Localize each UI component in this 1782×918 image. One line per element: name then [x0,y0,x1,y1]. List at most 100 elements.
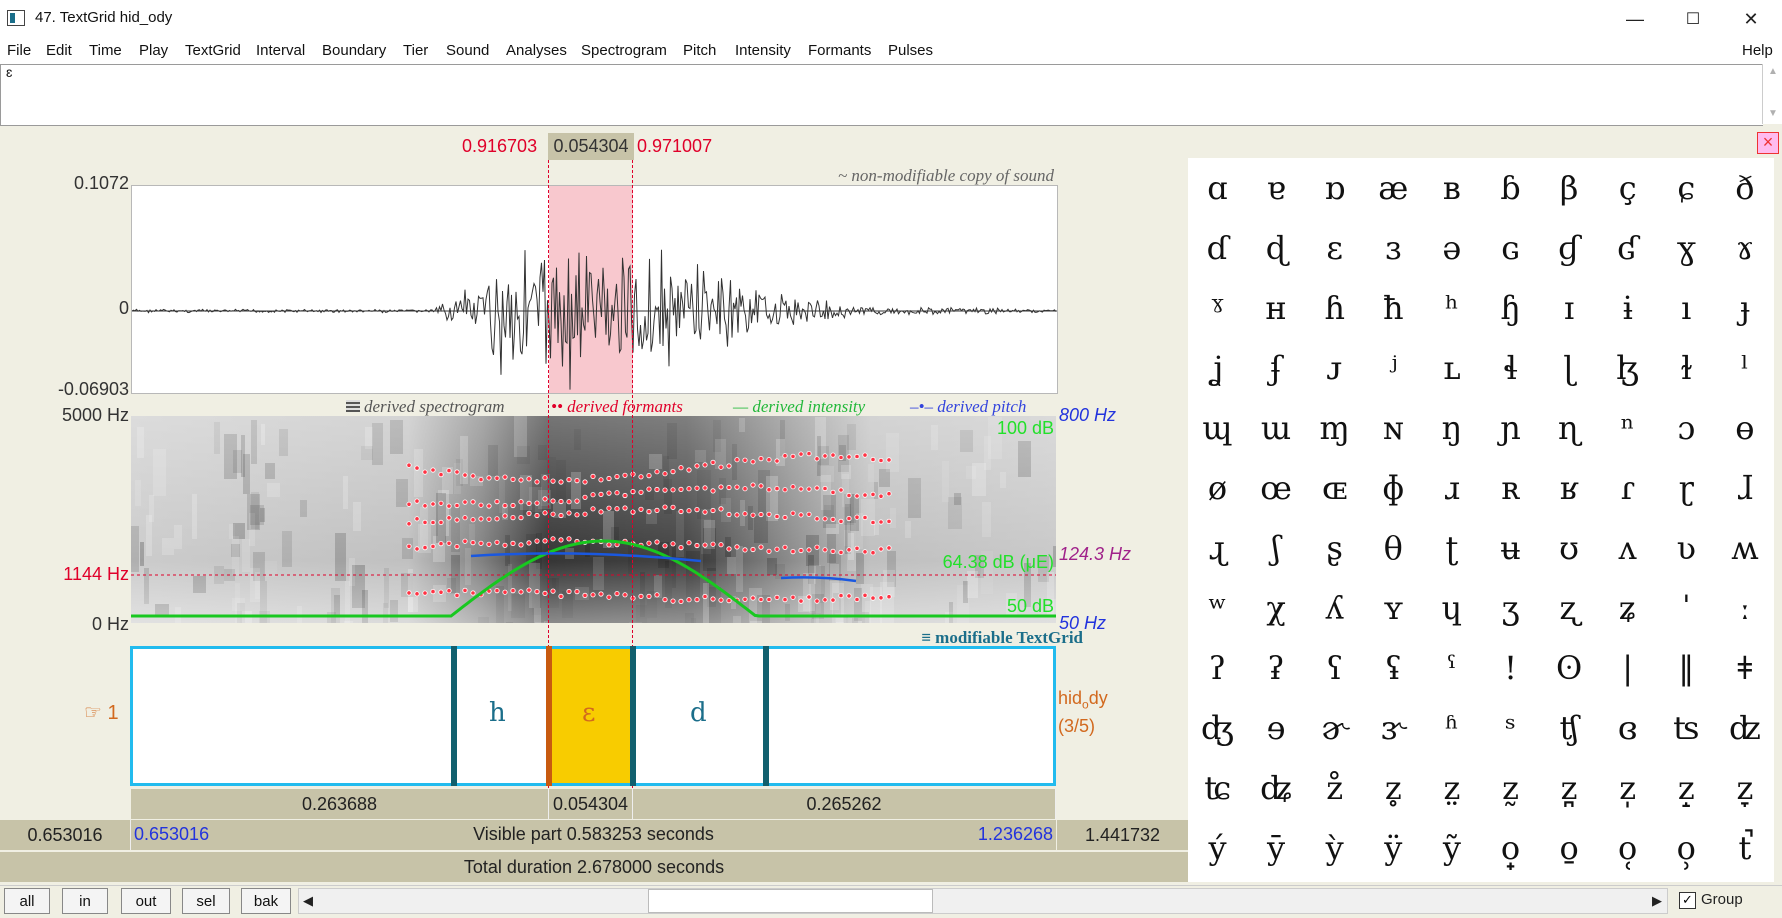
scroll-left-icon[interactable]: ◀ [303,893,313,908]
menu-spectrogram[interactable]: Spectrogram [581,42,667,59]
ipa-symbol[interactable]: ʨ [1204,768,1231,807]
ipa-symbol[interactable]: ʀ [1501,468,1520,507]
ipa-symbol[interactable]: ɤ [1735,228,1754,267]
ipa-symbol[interactable]: ʁ [1559,468,1579,507]
ipa-symbol[interactable]: ɵ [1735,408,1755,447]
ipa-symbol[interactable]: z̪ [1560,768,1578,807]
ipa-symbol[interactable]: t̚ [1738,828,1752,867]
interval-duration-3[interactable]: 0.265262 [633,789,1056,819]
ipa-symbol[interactable]: z̝ [1677,768,1695,807]
visible-part-bar[interactable] [131,820,1056,850]
ipa-symbol[interactable]: ɢ [1501,228,1520,267]
interval-duration-1[interactable]: 0.263688 [131,789,549,819]
ipa-symbol[interactable]: ˈ [1681,588,1691,627]
ipa-symbol[interactable]: ⁿ [1620,408,1635,447]
ipa-symbol[interactable]: ɯ [1260,408,1292,447]
ipa-symbol[interactable]: ʄ [1270,348,1283,387]
ipa-symbol[interactable]: ɸ [1382,468,1405,507]
menu-pulses[interactable]: Pulses [888,42,934,59]
window-end-time[interactable]: 1.441732 [1057,820,1188,850]
ipa-symbol[interactable]: ʌ [1618,528,1637,567]
ipa-symbol[interactable]: θ [1383,528,1403,567]
menu-play[interactable]: Play [139,42,169,59]
ipa-symbol[interactable]: ʰ [1444,288,1459,327]
ipa-symbol[interactable]: ʡ [1267,648,1285,687]
ipa-symbol[interactable]: ʟ [1443,348,1461,387]
ipa-symbol[interactable]: ᴊ [1326,348,1343,387]
ipa-symbol[interactable]: ʤ [1200,708,1235,747]
ipa-symbol[interactable]: ʔ [1208,648,1227,687]
ipa-symbol[interactable]: ɘ [1266,708,1286,747]
ipa-symbol[interactable]: ɒ [1324,168,1345,207]
ipa-symbol[interactable]: ʒ [1501,588,1520,627]
time-scrollbar[interactable] [298,888,1668,914]
scroll-right-icon[interactable]: ▶ [1652,893,1662,908]
ipa-symbol[interactable]: o̟ [1500,828,1521,867]
ipa-symbol[interactable]: ȳ [1267,828,1286,867]
ipa-close-icon[interactable]: × [1757,132,1779,154]
ipa-symbol[interactable]: ɑ [1207,168,1228,207]
ipa-symbol[interactable]: ʘ [1555,648,1583,687]
ipa-symbol[interactable]: χ [1266,588,1286,627]
ipa-symbol[interactable]: ɣ [1676,228,1696,267]
ipa-symbol[interactable]: ɻ [1208,528,1227,567]
ipa-symbol[interactable]: ʉ [1500,528,1521,567]
ipa-symbol[interactable]: ɱ [1319,408,1350,447]
ipa-symbol[interactable]: ɴ [1382,408,1404,447]
scroll-down-icon[interactable]: ▼ [1768,108,1778,119]
ipa-symbol[interactable]: ɶ [1322,468,1348,507]
ipa-symbol[interactable]: ʑ [1618,588,1637,627]
ipa-symbol[interactable]: ɐ [1266,168,1286,207]
ipa-symbol[interactable]: z̤ [1443,768,1461,807]
zoom-in-button[interactable]: in [62,888,108,914]
ipa-symbol[interactable]: z̞ [1736,768,1754,807]
ipa-symbol[interactable]: β [1559,168,1579,207]
ipa-symbol[interactable]: ħ [1382,288,1404,327]
interval-duration-2[interactable]: 0.054304 [549,789,633,819]
ipa-symbol[interactable]: ý [1208,828,1227,867]
ipa-symbol[interactable]: ʷ [1208,588,1227,627]
menu-analyses[interactable]: Analyses [506,42,567,59]
boundary-4[interactable] [763,646,769,786]
total-duration-bar[interactable]: Total duration 2.678000 seconds [0,852,1188,882]
ipa-symbol[interactable]: ʙ [1442,168,1461,207]
ipa-symbol[interactable]: ʲ [1389,348,1398,387]
ipa-symbol[interactable]: ỹ [1442,828,1461,867]
scroll-thumb[interactable] [648,889,933,913]
ipa-symbol[interactable]: ʎ [1325,588,1344,627]
ipa-symbol[interactable]: | [1622,648,1634,687]
window-start-time[interactable]: 0.653016 [0,820,131,850]
zoom-out-button[interactable]: out [121,888,171,914]
interval-text-field[interactable] [0,64,1763,126]
ipa-symbol[interactable]: ɚ [1321,708,1349,747]
menu-sound[interactable]: Sound [446,42,490,59]
ipa-symbol[interactable]: ɕ [1677,168,1696,207]
ipa-symbol[interactable]: ɠ [1558,228,1581,267]
ipa-symbol[interactable]: ʧ [1559,708,1579,747]
boundary-2[interactable] [546,646,552,786]
waveform-panel[interactable] [131,185,1058,394]
ipa-symbol[interactable]: ɰ [1202,408,1233,447]
ipa-symbol[interactable]: ɞ [1617,708,1638,747]
menu-intensity[interactable]: Intensity [735,42,791,59]
menu-tier[interactable]: Tier [403,42,429,59]
ipa-symbol[interactable]: ɜ [1385,228,1402,267]
ipa-symbol[interactable]: o̹ [1676,828,1696,867]
ipa-symbol[interactable]: ı [1681,288,1692,327]
ipa-symbol[interactable]: ˡ [1741,348,1749,387]
boundary-3[interactable] [630,646,636,786]
ipa-symbol[interactable]: ɨ [1622,288,1633,327]
ipa-symbol[interactable]: ɥ [1441,588,1463,627]
ipa-symbol[interactable]: ! [1504,648,1517,687]
ipa-symbol[interactable]: ɳ [1557,408,1581,447]
ipa-symbol[interactable]: ɬ [1503,348,1518,387]
ipa-symbol[interactable]: ʈ [1445,528,1459,567]
menu-boundary[interactable]: Boundary [322,42,387,59]
ipa-symbol[interactable]: z̥ [1384,768,1402,807]
ipa-symbol[interactable]: ɺ [1736,468,1753,507]
ipa-symbol[interactable]: ‖ [1678,648,1695,687]
ipa-symbol[interactable]: ɲ [1500,408,1521,447]
ipa-symbol[interactable]: ʕ [1326,648,1344,687]
ipa-symbol[interactable]: z̊ [1326,768,1344,807]
ipa-symbol[interactable]: o̜ [1618,828,1638,867]
